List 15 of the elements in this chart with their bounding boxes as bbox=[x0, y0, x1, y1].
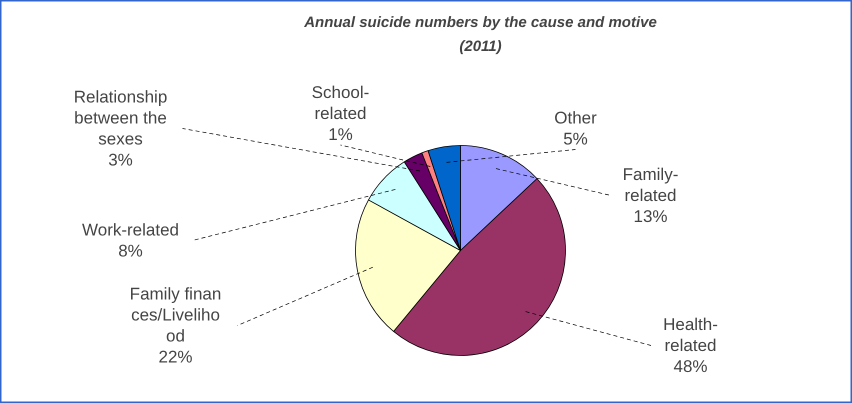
slice-label: Health-related bbox=[663, 315, 718, 355]
slice-label: Relationship between the sexes bbox=[74, 88, 168, 148]
data-label: 13% bbox=[633, 207, 668, 226]
slice-label: Work-related bbox=[82, 220, 180, 240]
data-label: 3% bbox=[108, 150, 133, 170]
slice-label: Family-related bbox=[622, 165, 678, 205]
data-label: 22% bbox=[158, 348, 193, 366]
data-label: 5% bbox=[563, 130, 588, 148]
chart-title: Annual suicide numbers by the cause and motive (2011) bbox=[303, 14, 657, 55]
data-label: 1% bbox=[328, 125, 353, 144]
slice-label: School-related bbox=[312, 83, 370, 123]
data-label: 8% bbox=[118, 242, 143, 260]
data-label: 48% bbox=[673, 357, 708, 376]
slice-label: Other bbox=[554, 108, 598, 128]
slice-label: Family finances/Livelihood bbox=[130, 284, 222, 346]
